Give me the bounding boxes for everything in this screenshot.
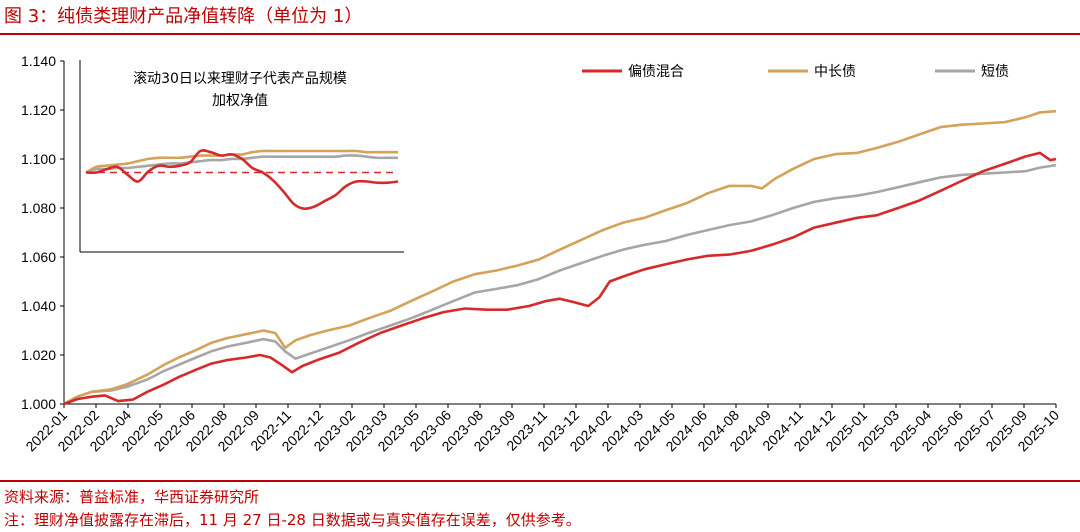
inset-series-line-0 bbox=[85, 149, 399, 211]
series-line-0 bbox=[63, 151, 1057, 406]
series-line-1 bbox=[63, 109, 1057, 406]
y-tick-label: 1.020 bbox=[21, 347, 56, 363]
legend-label-1: 中长债 bbox=[814, 64, 856, 80]
y-tick-label: 1.140 bbox=[21, 53, 56, 69]
legend: 偏债混合 中长债 短债 bbox=[582, 64, 1009, 80]
axes: 1.000 1.020 1.040 1.060 1.080 1.100 1.120 1.140… bbox=[21, 53, 1062, 454]
legend-label-2: 短债 bbox=[981, 64, 1009, 80]
inset-title-line: 滚动30日以来理财子代表产品规模 bbox=[133, 70, 347, 87]
y-tick-label: 1.120 bbox=[21, 102, 56, 118]
title-rule bbox=[0, 33, 1080, 35]
legend-label-0: 偏债混合 bbox=[628, 64, 684, 80]
source-note: 资料来源：普益标准，华西证券研究所 bbox=[4, 488, 260, 506]
footer-rule bbox=[0, 480, 1080, 482]
y-tick-label: 1.040 bbox=[21, 298, 56, 314]
disclaimer-note: 注：理财净值披露存在滞后，11 月 27 日-28 日数据或与真实值存在误差，仅… bbox=[4, 511, 581, 529]
main-chart: 1.000 1.020 1.040 1.060 1.080 1.100 1.120 1.140… bbox=[21, 53, 1062, 454]
series-lines bbox=[63, 109, 1057, 406]
figure-title: 图 3：纯债类理财产品净值转降（单位为 1） bbox=[4, 6, 363, 27]
y-tick-label: 1.100 bbox=[21, 151, 56, 167]
y-tick-label: 1.060 bbox=[21, 249, 56, 265]
y-tick-label: 1.000 bbox=[21, 396, 56, 412]
y-tick-label: 1.080 bbox=[21, 200, 56, 216]
inset-title-line: 加权净值 bbox=[212, 93, 268, 109]
series-line-2 bbox=[63, 163, 1057, 406]
inset-series-line-1 bbox=[85, 149, 398, 174]
